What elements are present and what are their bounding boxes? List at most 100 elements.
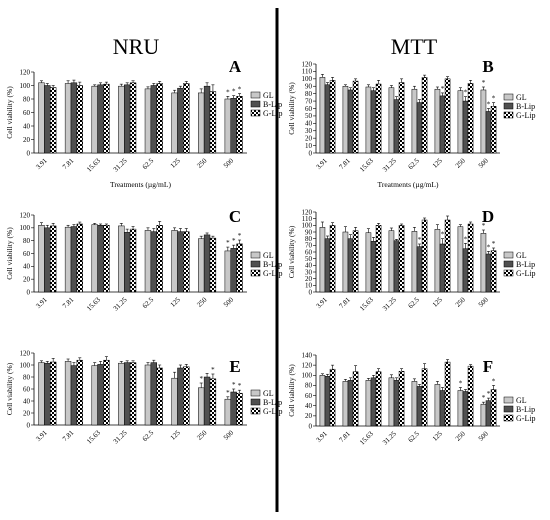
legend-swatch-g-lip xyxy=(250,109,261,117)
bar-gl xyxy=(388,377,395,427)
bar-b-lip xyxy=(416,246,423,293)
bar-g-lip xyxy=(375,225,382,293)
chart-panel-a: 0 20 40 60 80 100 120 Cell viability (%) 3.91 7.8… xyxy=(5,57,283,189)
y-tick-label: 20 xyxy=(23,409,31,417)
bar-g-lip xyxy=(398,370,405,427)
y-tick-label: 20 xyxy=(23,275,31,283)
bar-gl xyxy=(118,225,125,293)
y-axis-title: Cell viability (%) xyxy=(5,86,14,139)
bar-gl xyxy=(480,233,487,293)
x-tick-label: 500 xyxy=(477,156,490,169)
legend-label: B-Lip xyxy=(263,398,282,407)
bar-b-lip xyxy=(150,85,157,154)
legend-swatch-gl xyxy=(250,91,261,99)
x-tick-label: 250 xyxy=(195,156,208,169)
legend-label: G-Lip xyxy=(516,269,536,278)
significance-star: * xyxy=(441,85,445,93)
bar-gl xyxy=(144,364,152,426)
bar-b-lip xyxy=(97,84,104,154)
significance-star: * xyxy=(238,86,242,94)
bar-b-lip xyxy=(439,95,446,154)
bar-gl xyxy=(118,362,125,426)
y-tick-label: 30 xyxy=(305,268,313,276)
bar-g-lip xyxy=(49,225,57,293)
bar-gl xyxy=(457,390,464,427)
bar-b-lip xyxy=(97,364,104,426)
x-tick-label: 125 xyxy=(169,156,182,169)
x-tick-label: 15.63 xyxy=(85,295,102,312)
bar-g-lip xyxy=(236,96,243,154)
y-tick-label: 60 xyxy=(305,392,313,400)
legend-swatch-b-lip xyxy=(250,260,261,268)
y-tick-label: 120 xyxy=(20,211,31,219)
x-tick-label: 3.91 xyxy=(34,295,49,310)
y-tick-label: 80 xyxy=(23,237,31,245)
legend-swatch-b-lip xyxy=(503,102,514,110)
bar-g-lip xyxy=(467,223,474,293)
y-tick-label: 100 xyxy=(302,372,313,380)
bar-g-lip xyxy=(398,225,405,293)
x-tick-label: 500 xyxy=(222,156,235,169)
x-tick-label: 3.91 xyxy=(34,156,49,171)
column-title-nru: NRU xyxy=(113,34,160,59)
significance-star: * xyxy=(232,88,236,96)
significance-star: * xyxy=(492,377,496,385)
x-tick-label: 250 xyxy=(454,295,467,308)
bar-gl xyxy=(480,89,487,154)
x-tick-label: 15.63 xyxy=(85,156,102,173)
bar-g-lip xyxy=(375,371,382,427)
y-tick-label: 80 xyxy=(23,373,31,381)
bar-g-lip xyxy=(421,368,428,427)
legend-label: B-Lip xyxy=(263,260,282,269)
x-tick-label: 125 xyxy=(169,428,182,441)
bar-g-lip xyxy=(129,82,137,154)
bar-gl xyxy=(342,86,349,154)
bar-gl xyxy=(365,232,372,293)
x-tick-label: 125 xyxy=(169,295,182,308)
legend-swatch-g-lip xyxy=(503,111,514,119)
legend-swatch-b-lip xyxy=(503,405,514,413)
bar-g-lip xyxy=(156,83,163,154)
y-tick-label: 80 xyxy=(305,90,313,98)
y-tick-label: 20 xyxy=(23,136,31,144)
bar-b-lip xyxy=(324,84,331,154)
x-tick-label: 3.91 xyxy=(315,295,330,310)
y-tick-label: 40 xyxy=(23,263,31,271)
y-tick-label: 120 xyxy=(302,208,313,216)
x-tick-label: 62.5 xyxy=(407,429,422,444)
significance-star: * xyxy=(482,222,486,230)
panel-letter: A xyxy=(229,57,242,76)
x-tick-label: 31.25 xyxy=(112,156,129,173)
bar-gl xyxy=(64,83,72,154)
x-tick-label: 3.91 xyxy=(315,156,330,171)
bar-b-lip xyxy=(44,85,51,154)
significance-star: * xyxy=(211,366,215,374)
y-tick-label: 20 xyxy=(305,275,313,283)
bar-g-lip xyxy=(329,225,336,293)
bar-g-lip xyxy=(49,361,57,426)
bar-gl xyxy=(198,92,205,154)
bar-b-lip xyxy=(230,98,237,154)
significance-star: * xyxy=(418,236,422,244)
legend-label: GL xyxy=(516,93,527,102)
panel-letter: C xyxy=(229,207,241,226)
y-tick-label: 60 xyxy=(305,248,313,256)
legend-label: GL xyxy=(263,251,274,260)
legend-label: B-Lip xyxy=(516,260,535,269)
bar-b-lip xyxy=(370,377,377,427)
significance-star: * xyxy=(464,235,468,243)
x-tick-label: 31.25 xyxy=(381,295,398,312)
chart-panel-f: 0 20 40 60 80 100 120 140 Cell viability (%) 3.91… xyxy=(287,351,536,446)
y-tick-label: 40 xyxy=(305,120,313,128)
x-tick-label: 31.25 xyxy=(112,428,129,445)
significance-star: * xyxy=(226,389,230,397)
x-tick-label: 31.25 xyxy=(381,156,398,173)
legend-swatch-g-lip xyxy=(250,407,261,415)
y-tick-label: 120 xyxy=(302,361,313,369)
bar-gl xyxy=(118,85,125,154)
y-tick-label: 0 xyxy=(27,288,31,296)
bar-g-lip xyxy=(444,219,451,293)
bar-b-lip xyxy=(70,226,78,293)
bar-b-lip xyxy=(150,362,157,426)
y-tick-label: 120 xyxy=(20,68,31,76)
